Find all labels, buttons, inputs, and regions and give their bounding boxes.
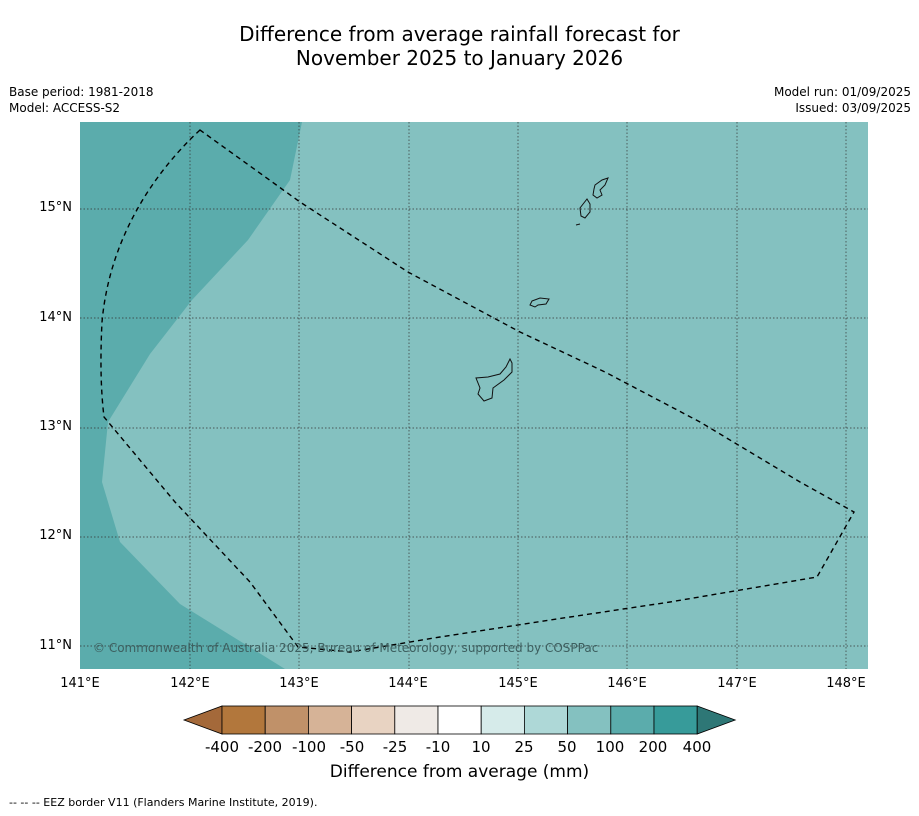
island-saipan — [592, 177, 609, 199]
lon-label-142: 142°E — [170, 676, 210, 691]
cbar-extend-low — [182, 705, 223, 735]
cbar-bin-10 — [653, 705, 698, 735]
lat-label-14: 14°N — [39, 310, 72, 325]
title-line-2: November 2025 to January 2026 — [295, 46, 624, 70]
base-period: Base period: 1981-2018 — [9, 85, 154, 99]
lon-label-147: 147°E — [717, 676, 757, 691]
cbar-label-10: 200 — [638, 738, 668, 756]
cbar-label-0: -400 — [204, 738, 240, 756]
cbar-bin-7 — [523, 705, 568, 735]
meta-right: Model run: 01/09/2025 Issued: 03/09/2025 — [774, 84, 911, 116]
issued-date: Issued: 03/09/2025 — [795, 101, 911, 115]
lat-label-11: 11°N — [39, 638, 72, 653]
lon-label-144: 144°E — [388, 676, 428, 691]
model-run: Model run: 01/09/2025 — [773, 85, 911, 99]
cbar-label-8: 50 — [557, 738, 577, 756]
cbar-bin-2 — [307, 705, 352, 735]
cbar-bin-4 — [394, 705, 439, 735]
cbar-label-5: -10 — [425, 738, 451, 756]
cbar-bin-9 — [610, 705, 655, 735]
eez-border — [100, 129, 855, 653]
cbar-label-2: -100 — [291, 738, 327, 756]
cbar-bin-8 — [567, 705, 612, 735]
lat-label-13: 13°N — [39, 419, 72, 434]
model-name: Model: ACCESS-S2 — [9, 101, 121, 115]
cbar-bin-6 — [480, 705, 525, 735]
cbar-label-6: 10 — [471, 738, 491, 756]
lon-label-145: 145°E — [498, 676, 538, 691]
colorbar-title: Difference from average (mm) — [329, 762, 590, 782]
eez-footnote: -- -- -- EEZ border V11 (Flanders Marine… — [9, 796, 318, 809]
cbar-label-3: -50 — [339, 738, 365, 756]
cbar-bin-0 — [221, 705, 266, 735]
cbar-label-11: 400 — [682, 738, 712, 756]
lat-label-12: 12°N — [39, 528, 72, 543]
island-guam — [475, 357, 513, 402]
cbar-label-7: 25 — [514, 738, 534, 756]
cbar-extend-high — [696, 705, 737, 735]
map-title: Difference from average rainfall forecas… — [0, 22, 919, 70]
cbar-bin-3 — [351, 705, 396, 735]
lon-label-146: 146°E — [607, 676, 647, 691]
title-line-1: Difference from average rainfall forecas… — [239, 22, 680, 46]
lon-label-141: 141°E — [60, 676, 100, 691]
copyright-notice: © Commonwealth of Australia 2025, Bureau… — [93, 641, 599, 655]
band-100-200 — [80, 122, 302, 669]
island-rota — [529, 297, 550, 308]
island-tinian — [579, 198, 591, 219]
cbar-label-1: -200 — [247, 738, 283, 756]
lat-label-15: 15°N — [39, 200, 72, 215]
map-panel — [80, 122, 868, 669]
islands — [475, 177, 609, 402]
cbar-label-9: 100 — [595, 738, 625, 756]
cbar-label-4: -25 — [382, 738, 408, 756]
cbar-bin-5 — [437, 705, 482, 735]
lon-label-143: 143°E — [279, 676, 319, 691]
colorbar — [182, 705, 737, 735]
lon-label-148: 148°E — [826, 676, 866, 691]
cbar-bin-1 — [264, 705, 309, 735]
meta-left: Base period: 1981-2018 Model: ACCESS-S2 — [9, 84, 154, 116]
island-aguijan — [575, 223, 581, 226]
gridlines — [80, 122, 868, 669]
